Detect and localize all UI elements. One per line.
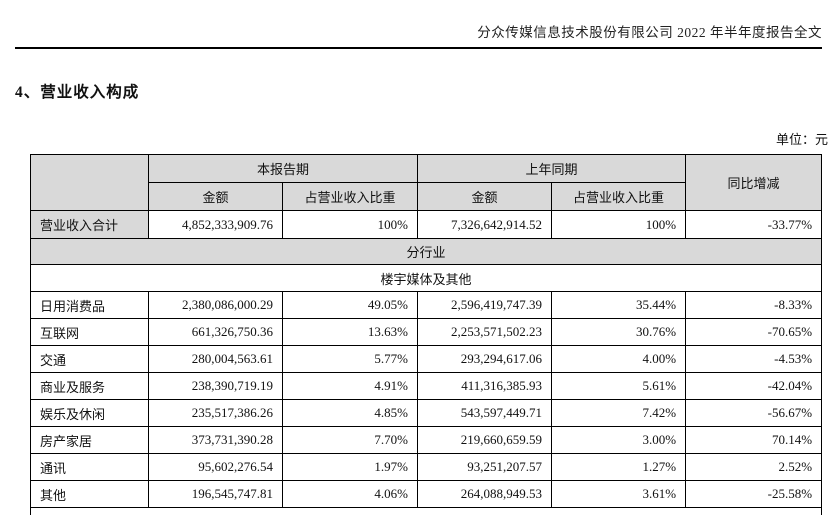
by-industry-section-row: 分行业 xyxy=(29,238,823,265)
corner-cell xyxy=(30,154,149,211)
row-label: 交通 xyxy=(30,345,149,373)
table-header-row-2: 金额 占营业收入比重 金额 占营业收入比重 xyxy=(31,182,822,211)
current-share-cell: 13.63% xyxy=(281,318,419,346)
prior-share-cell: 35.44% xyxy=(551,291,687,319)
prior-share-cell: 30.76% xyxy=(551,318,687,346)
prior-share-cell: 100% xyxy=(551,210,687,239)
current-share-cell: 4.06% xyxy=(281,480,419,508)
prior-amount-cell: 411,316,385.93 xyxy=(417,372,553,400)
prior-amount-cell: 93,251,207.57 xyxy=(417,453,553,481)
prior-share-cell: 1.27% xyxy=(551,453,687,481)
yoy-cell: 70.14% xyxy=(685,426,823,454)
row-label: 商业及服务 xyxy=(30,372,149,400)
prior-share-cell: 3.00% xyxy=(551,426,687,454)
current-share-cell: 7.70% xyxy=(281,426,419,454)
current-amount-cell: 661,326,750.36 xyxy=(148,318,283,346)
section-title: 4、营业收入构成 xyxy=(15,84,140,101)
current-share-cell: 49.05% xyxy=(281,291,419,319)
current-amount-cell: 196,545,747.81 xyxy=(148,480,283,508)
row-label: 娱乐及休闲 xyxy=(30,399,149,427)
current-share-cell: 4.91% xyxy=(281,372,419,400)
table-row: 互联网 661,326,750.36 13.63% 2,253,571,502.… xyxy=(30,318,823,346)
current-amount-cell: 2,380,086,000.29 xyxy=(148,291,283,319)
prior-amount-cell: 2,253,571,502.23 xyxy=(417,318,553,346)
row-label: 其他 xyxy=(30,480,149,508)
yoy-cell: 2.52% xyxy=(685,453,823,481)
table-row: 日用消费品 2,380,086,000.29 49.05% 2,596,419,… xyxy=(30,291,823,319)
report-header-title: 分众传媒信息技术股份有限公司 2022 年半年度报告全文 xyxy=(477,25,822,40)
current-share-cell: 100% xyxy=(281,210,419,239)
yoy-change-header: 同比增减 xyxy=(685,154,823,211)
current-amount-cell: 4,852,333,909.76 xyxy=(148,210,283,239)
prior-period-header: 上年同期 xyxy=(417,154,687,183)
prior-amount-cell: 543,597,449.71 xyxy=(417,399,553,427)
prior-share-cell: 7.42% xyxy=(551,399,687,427)
yoy-cell: -4.53% xyxy=(685,345,823,373)
row-label: 房产家居 xyxy=(30,426,149,454)
yoy-cell: -8.33% xyxy=(685,291,823,319)
table-row: 娱乐及休闲 235,517,386.26 4.85% 543,597,449.7… xyxy=(30,399,823,427)
table-row: 其他 196,545,747.81 4.06% 264,088,949.53 3… xyxy=(30,480,823,508)
prior-amount-cell: 293,294,617.06 xyxy=(417,345,553,373)
revenue-composition-table: 本报告期 上年同期 同比增减 金额 占营业收入比重 金额 占营业收入比重 营业收… xyxy=(29,154,823,515)
total-revenue-row: 营业收入合计 4,852,333,909.76 100% 7,326,642,9… xyxy=(30,210,823,239)
current-amount-header: 金额 xyxy=(148,182,283,211)
current-share-cell: 5.77% xyxy=(281,345,419,373)
building-media-subsection-row: 楼宇媒体及其他 xyxy=(29,264,823,292)
prior-amount-cell: 7,326,642,914.52 xyxy=(417,210,553,239)
current-share-cell: 4.85% xyxy=(281,399,419,427)
subsection-row-label: 楼宇媒体及其他 xyxy=(29,264,823,292)
prior-share-cell: 3.61% xyxy=(551,480,687,508)
yoy-cell: -33.77% xyxy=(685,210,823,239)
prior-amount-cell: 219,660,659.59 xyxy=(417,426,553,454)
current-amount-cell: 95,602,276.54 xyxy=(148,453,283,481)
current-amount-cell: 238,390,719.19 xyxy=(148,372,283,400)
prior-amount-header: 金额 xyxy=(417,182,553,211)
current-amount-cell: 373,731,390.28 xyxy=(148,426,283,454)
table-row: 交通 280,004,563.61 5.77% 293,294,617.06 4… xyxy=(30,345,823,373)
table-row: 通讯 95,602,276.54 1.97% 93,251,207.57 1.2… xyxy=(30,453,823,481)
table-row: 房产家居 373,731,390.28 7.70% 219,660,659.59… xyxy=(30,426,823,454)
table-row: 商业及服务 238,390,719.19 4.91% 411,316,385.9… xyxy=(30,372,823,400)
prior-amount-cell: 2,596,419,747.39 xyxy=(417,291,553,319)
current-period-header: 本报告期 xyxy=(147,154,419,183)
yoy-cell: -56.67% xyxy=(685,399,823,427)
yoy-cell: -42.04% xyxy=(685,372,823,400)
current-share-header: 占营业收入比重 xyxy=(281,182,419,211)
table-header-row-1: 本报告期 上年同期 同比增减 xyxy=(30,154,823,211)
yoy-cell: -25.58% xyxy=(685,480,823,508)
row-label: 通讯 xyxy=(30,453,149,481)
prior-share-cell: 5.61% xyxy=(551,372,687,400)
unit-label: 单位：元 xyxy=(775,132,828,147)
prior-share-header: 占营业收入比重 xyxy=(551,182,687,211)
current-share-cell: 1.97% xyxy=(281,453,419,481)
yoy-cell: -70.65% xyxy=(685,318,823,346)
row-label: 互联网 xyxy=(30,318,149,346)
clipped-next-row xyxy=(29,507,823,515)
section-row-label: 分行业 xyxy=(29,238,823,265)
row-label: 营业收入合计 xyxy=(30,210,149,239)
prior-amount-cell: 264,088,949.53 xyxy=(417,480,553,508)
header-divider xyxy=(15,47,822,49)
current-amount-cell: 280,004,563.61 xyxy=(148,345,283,373)
prior-share-cell: 4.00% xyxy=(551,345,687,373)
row-label: 日用消费品 xyxy=(30,291,149,319)
current-amount-cell: 235,517,386.26 xyxy=(148,399,283,427)
